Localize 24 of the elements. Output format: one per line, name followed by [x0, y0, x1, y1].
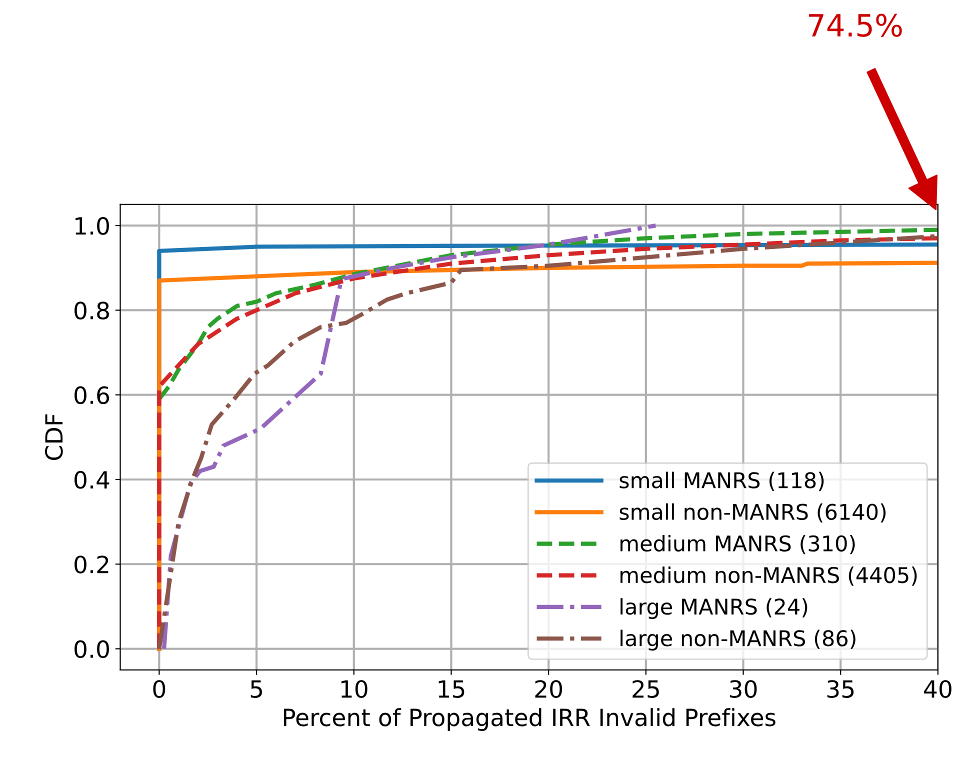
legend-label: large non-MANRS (86) — [620, 630, 856, 651]
x-axis-title: Percent of Propagated IRR Invalid Prefixes — [284, 708, 776, 731]
y-tick-label: 1.0 — [76, 217, 109, 235]
x-tick-label: 30 — [730, 680, 757, 698]
y-tick-label: 0.4 — [74, 470, 110, 489]
x-tick-label: 25 — [632, 680, 659, 698]
x-tick-label: 15 — [438, 680, 464, 698]
y-tick-label: 0.2 — [74, 556, 108, 574]
legend-label: medium MANRS (310) — [620, 534, 855, 554]
x-tick-label: 10 — [341, 680, 368, 698]
x-tick-label: 0 — [153, 680, 166, 698]
x-tick-label: 5 — [250, 680, 262, 698]
y-axis-title: CDF — [44, 414, 63, 460]
legend-label: small MANRS (118) — [620, 472, 824, 491]
legend-label: large MANRS (24) — [620, 598, 808, 619]
legend-label: small non-MANRS (6140) — [620, 503, 886, 523]
x-tick-label: 35 — [827, 680, 854, 698]
x-tick-label: 20 — [535, 680, 562, 698]
legend-label: medium non-MANRS (4405) — [620, 566, 917, 586]
y-tick-label: 0.8 — [74, 302, 109, 320]
y-tick-label: 0.0 — [74, 640, 109, 658]
y-tick-label: 0.6 — [74, 386, 110, 404]
text: 74.5% — [808, 14, 902, 37]
x-tick-label: 40 — [924, 680, 952, 698]
